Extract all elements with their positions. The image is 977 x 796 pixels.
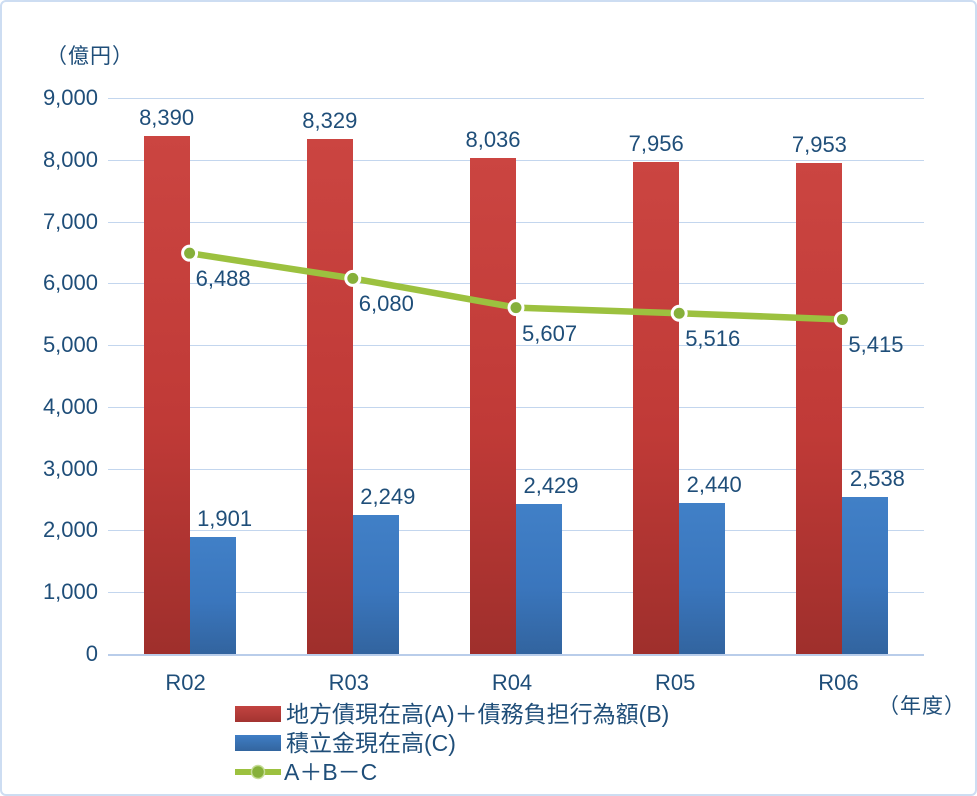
blue-bar-swatch-icon (235, 735, 281, 751)
x-axis-unit-label: （年度） (878, 695, 966, 718)
line-value-label: 6,488 (195, 266, 251, 292)
x-axis-tick-label: R04 (491, 670, 533, 695)
bar-value-label: 7,953 (791, 131, 847, 157)
y-axis-unit-label: （億円） (46, 45, 134, 68)
bar-value-label: 7,956 (628, 131, 684, 157)
bar-reserve-fund (189, 536, 236, 654)
y-axis-tick-label: 9,000 (42, 85, 98, 110)
legend: 地方債現在高(A)＋債務負担行為額(B) 積立金現在高(C) A＋B－C (235, 701, 669, 785)
y-axis-tick-label: 7,000 (42, 208, 98, 234)
bar-local-debt (470, 157, 516, 654)
bar-value-label: 1,901 (197, 505, 253, 531)
line-path (189, 249, 843, 323)
gridline (108, 406, 924, 408)
y-axis-tick-label: 3,000 (42, 455, 98, 481)
legend-item-reserve-fund: 積立金現在高(C) (235, 730, 669, 756)
line-value-label: 5,607 (522, 320, 578, 346)
x-axis-tick-label: R06 (818, 670, 859, 695)
bar-reserve-fund (679, 503, 726, 654)
y-axis-tick-label: 6,000 (42, 270, 98, 296)
bar-local-debt (796, 162, 843, 654)
x-axis-tick-label: R05 (655, 670, 696, 695)
bar-reserve-fund (842, 497, 889, 654)
bar-value-label: 2,429 (523, 472, 579, 498)
y-axis-tick-label: 4,000 (42, 393, 98, 419)
bar-value-label: 2,249 (360, 484, 416, 510)
gridline (108, 345, 924, 347)
legend-item-net-balance: A＋B－C (235, 759, 669, 785)
y-axis-tick-label: 1,000 (42, 579, 98, 605)
bar-value-label: 8,036 (465, 126, 521, 152)
green-line-swatch-icon (235, 763, 281, 781)
y-axis-tick-label: 2,000 (42, 517, 98, 543)
line-value-label: 5,415 (848, 332, 904, 358)
legend-label: 地方債現在高(A)＋債務負担行為額(B) (286, 701, 670, 727)
bar-value-label: 8,390 (139, 104, 195, 130)
gridline (108, 98, 924, 99)
x-axis-tick-label: R03 (328, 670, 369, 695)
gridline (108, 221, 924, 223)
bar-value-label: 2,440 (686, 472, 742, 498)
bar-value-label: 2,538 (849, 466, 905, 492)
bar-local-debt (143, 135, 190, 654)
legend-label: A＋B－C (284, 759, 378, 785)
y-axis-tick-label: 8,000 (42, 146, 98, 172)
line-value-label: 6,080 (358, 291, 414, 317)
y-axis-tick-label: 5,000 (42, 332, 98, 358)
legend-label: 積立金現在高(C) (286, 730, 456, 756)
x-axis-tick-label: R02 (165, 670, 206, 695)
gridline (108, 468, 924, 470)
red-bar-swatch-icon (235, 706, 281, 722)
bar-value-label: 8,329 (302, 108, 358, 134)
bar-reserve-fund (352, 515, 399, 654)
bar-local-debt (633, 162, 680, 654)
line-value-label: 5,516 (685, 326, 741, 352)
gridline (108, 159, 924, 161)
x-axis-line (108, 654, 924, 656)
legend-item-local-debt: 地方債現在高(A)＋債務負担行為額(B) (235, 701, 669, 727)
y-axis-tick-label: 0 (85, 641, 98, 666)
bar-reserve-fund (516, 503, 562, 654)
bar-local-debt (306, 139, 353, 654)
